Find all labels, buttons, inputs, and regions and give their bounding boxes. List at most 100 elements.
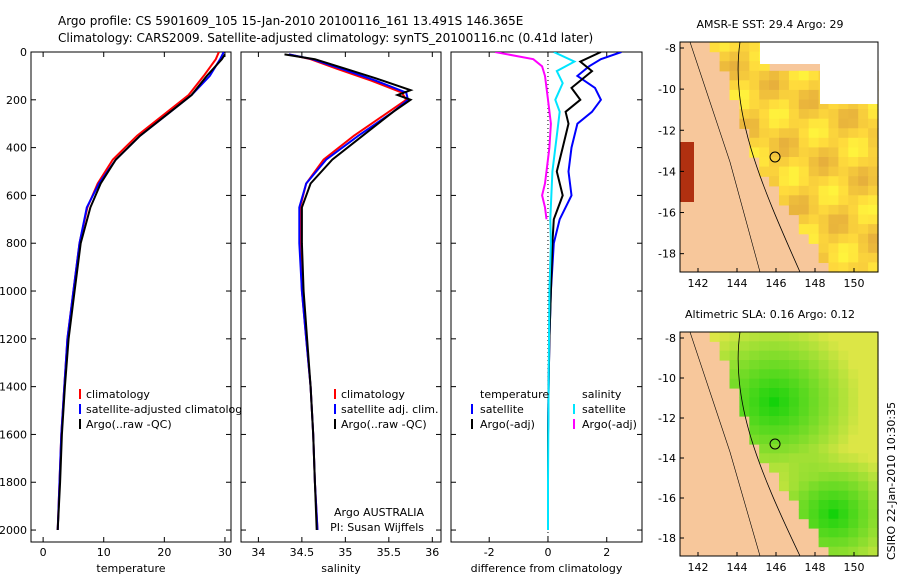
map-cell: [798, 416, 810, 426]
salinity-legend-label: satellite adj. clim.: [341, 403, 438, 416]
map-cell: [858, 224, 869, 235]
map-cell: [798, 204, 810, 216]
map-cell: [858, 185, 869, 196]
map-cell: [788, 444, 800, 454]
map-cell: [788, 406, 800, 417]
map-cell: [769, 137, 780, 148]
map-cell: [838, 462, 849, 473]
map-cell: [858, 99, 869, 110]
map-cell: [729, 70, 740, 81]
map-cell: [779, 341, 790, 352]
legend-heading-salinity: salinity: [582, 388, 622, 401]
map-xtick-label: 142: [688, 277, 709, 290]
map-cell: [788, 472, 800, 482]
map-cell: [798, 214, 810, 225]
map-cell: [818, 252, 830, 263]
map-cell: [769, 80, 780, 91]
map-cell: [749, 99, 760, 110]
map-cell: [739, 378, 750, 389]
map-cell: [848, 453, 859, 464]
map-cell: [788, 195, 800, 206]
map-cell: [848, 118, 859, 129]
map-cell: [788, 80, 800, 91]
map-cell: [828, 157, 839, 168]
map-cell: [798, 185, 810, 196]
map-cell: [838, 500, 849, 510]
map-cell: [838, 128, 849, 139]
map-cell: [779, 444, 790, 454]
map-cell: [759, 137, 770, 148]
map-cell: [779, 185, 790, 196]
map-cell: [798, 176, 810, 187]
map-cell: [798, 118, 810, 129]
map-cell: [828, 262, 839, 273]
map-cell: [769, 350, 780, 361]
map-cell: [759, 434, 770, 445]
map-cell: [868, 518, 879, 529]
map-cell: [808, 147, 820, 158]
legend-heading-temperature: temperature: [480, 388, 549, 401]
map-cell: [848, 472, 859, 482]
map-cell: [779, 109, 790, 120]
map-cell: [858, 369, 869, 380]
map-cell: [838, 137, 849, 148]
map-cell: [779, 481, 790, 492]
map-cell: [798, 128, 810, 139]
map-cell: [848, 388, 859, 398]
map-cell: [769, 434, 780, 445]
depth-tick-label: 600: [6, 189, 27, 202]
map-cell: [719, 332, 731, 342]
map-cell: [838, 109, 849, 120]
map-cell: [759, 332, 770, 342]
map-cell: [798, 147, 810, 158]
map-cell: [759, 70, 770, 81]
legend-label: satellite: [582, 403, 626, 416]
map-cell: [828, 378, 839, 389]
shelf-contour: [737, 331, 801, 557]
map-cell: [858, 378, 869, 389]
map-cell: [818, 99, 830, 110]
map-cell: [868, 262, 879, 273]
map-cell: [858, 518, 869, 529]
map-cell: [729, 360, 740, 370]
map-cell: [779, 388, 790, 398]
map-cell: [729, 341, 740, 352]
map-cell: [808, 80, 820, 91]
coastline: [689, 331, 761, 557]
salinity-legend-label: Argo(..raw -QC): [341, 418, 427, 431]
temperature-xtick-label: 20: [157, 546, 171, 559]
map-cell: [729, 369, 740, 380]
map-cell: [848, 416, 859, 426]
map-cell: [858, 252, 869, 263]
map-cell: [798, 157, 810, 168]
map-cell: [848, 518, 859, 529]
map-frame: [679, 41, 879, 273]
map-cell: [749, 378, 760, 389]
map-cell: [749, 350, 760, 361]
map-cell: [868, 252, 879, 263]
map-cell: [769, 425, 780, 436]
map-cell: [868, 453, 879, 464]
map-cell: [729, 51, 740, 62]
map-cell: [749, 89, 760, 101]
map-cell: [858, 434, 869, 445]
map-cell: [808, 109, 820, 120]
map-cell: [868, 444, 879, 454]
map-cell: [868, 195, 879, 206]
map-cell: [808, 176, 820, 187]
map-cell: [868, 397, 879, 408]
map-cell: [858, 406, 869, 417]
salinity-panel: 34 34.5 35 35.5 36 salinity climatology satelli…: [240, 51, 442, 575]
map-cell: [788, 490, 800, 501]
map-cell: [759, 80, 770, 91]
depth-tick-label: 1200: [0, 333, 27, 346]
map-cell: [858, 157, 869, 168]
map-cell: [818, 509, 830, 520]
map-cell: [858, 444, 869, 454]
map-cell: [759, 341, 770, 352]
map-cell: [749, 80, 760, 91]
map-cell: [838, 537, 849, 548]
temperature-xtick-label: 10: [97, 546, 111, 559]
map-cell: [828, 185, 839, 196]
map-cell: [729, 42, 740, 53]
